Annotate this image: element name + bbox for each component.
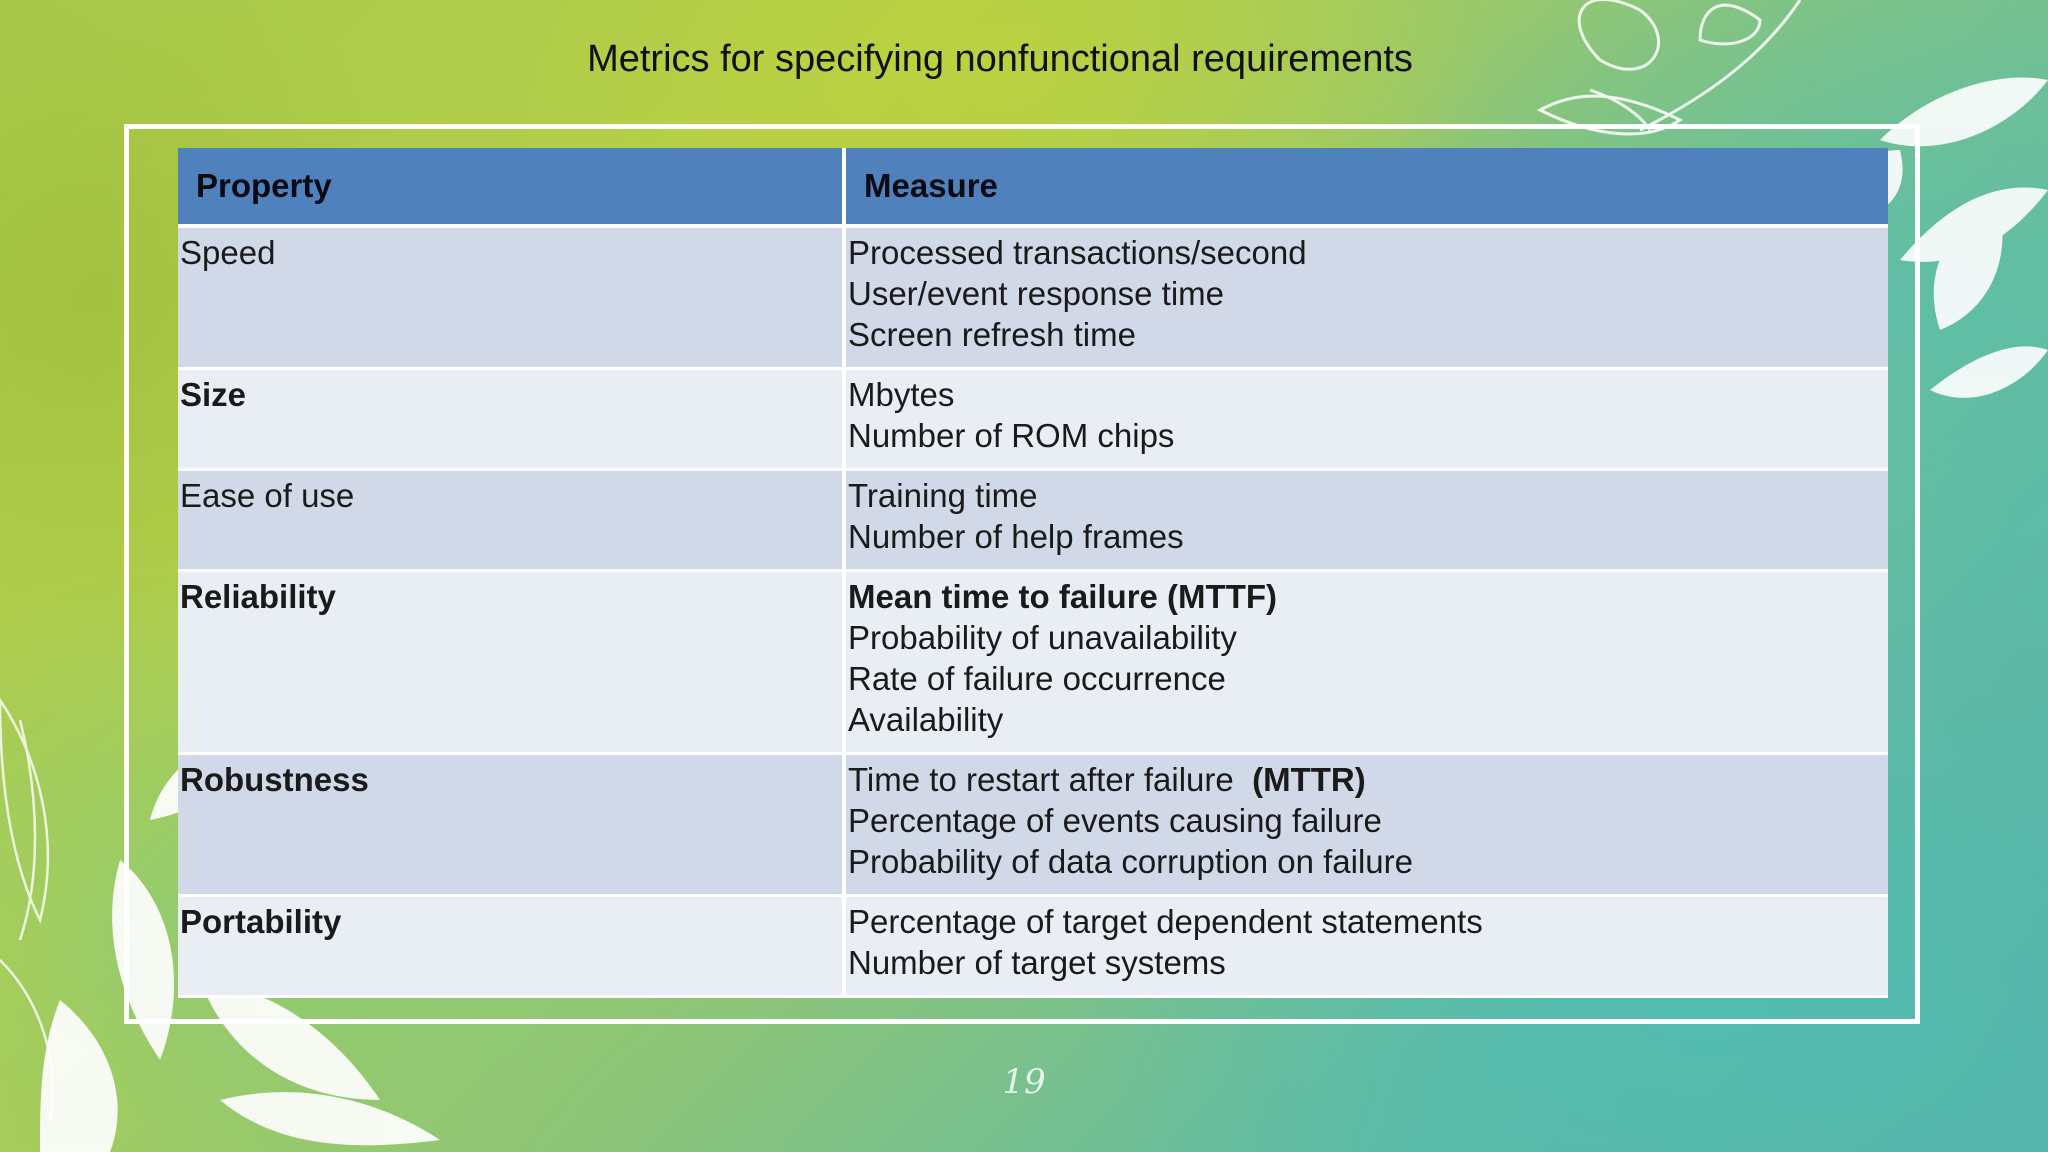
header-property: Property bbox=[178, 148, 846, 228]
slide-title: Metrics for specifying nonfunctional req… bbox=[587, 38, 1413, 80]
measure-item: Training time bbox=[848, 477, 1038, 514]
property-label: Size bbox=[180, 376, 247, 413]
measure-item: Number of ROM chips bbox=[848, 417, 1175, 454]
property-cell: Portability bbox=[178, 897, 846, 998]
measure-cell: Training time Number of help frames bbox=[846, 471, 1888, 572]
measure-item: User/event response time bbox=[848, 275, 1225, 312]
table-row: Speed Processed transactions/second User… bbox=[178, 228, 1888, 370]
table-row: Robustness Time to restart after failure… bbox=[178, 755, 1888, 897]
metrics-table-container: Property Measure Speed Processed transac… bbox=[178, 148, 1888, 998]
measure-text: Time to restart after failure bbox=[848, 761, 1234, 798]
property-label: Portability bbox=[180, 903, 342, 940]
measure-item: Mean time to failure (MTTF) bbox=[848, 578, 1277, 615]
property-cell: Speed bbox=[178, 228, 846, 370]
measure-item: Processed transactions/second bbox=[848, 234, 1307, 271]
measure-item: Mbytes bbox=[848, 376, 955, 413]
table-header-row: Property Measure bbox=[178, 148, 1888, 228]
measure-item: Availability bbox=[848, 701, 1004, 738]
property-cell: Robustness bbox=[178, 755, 846, 897]
table-row: Size Mbytes Number of ROM chips bbox=[178, 370, 1888, 471]
property-cell: Size bbox=[178, 370, 846, 471]
measure-cell: Time to restart after failure (MTTR) Per… bbox=[846, 755, 1888, 897]
measure-item: Probability of unavailability bbox=[848, 619, 1237, 656]
measure-cell: Mbytes Number of ROM chips bbox=[846, 370, 1888, 471]
white-frame bbox=[124, 124, 1920, 1024]
header-measure: Measure bbox=[846, 148, 1888, 228]
measure-item: Rate of failure occurrence bbox=[848, 660, 1226, 697]
property-cell: Ease of use bbox=[178, 471, 846, 572]
property-label: Speed bbox=[180, 234, 276, 271]
metrics-table: Property Measure Speed Processed transac… bbox=[178, 148, 1888, 998]
property-label: Robustness bbox=[180, 761, 369, 798]
measure-item: Screen refresh time bbox=[848, 316, 1136, 353]
mttr-abbrev: (MTTR) bbox=[1252, 761, 1366, 798]
measure-cell: Processed transactions/second User/event… bbox=[846, 228, 1888, 370]
table-row: Portability Percentage of target depende… bbox=[178, 897, 1888, 998]
measure-item: Probability of data corruption on failur… bbox=[848, 843, 1413, 880]
property-label: Reliability bbox=[180, 578, 336, 615]
measure-item: Number of target systems bbox=[848, 944, 1226, 981]
measure-cell: Percentage of target dependent statement… bbox=[846, 897, 1888, 998]
measure-item: Percentage of target dependent statement… bbox=[848, 903, 1483, 940]
measure-cell: Mean time to failure (MTTF) Probability … bbox=[846, 572, 1888, 755]
measure-item: Percentage of events causing failure bbox=[848, 802, 1382, 839]
property-label: Ease of use bbox=[180, 477, 355, 514]
measure-item: Time to restart after failure (MTTR) bbox=[848, 759, 1888, 800]
table-row: Ease of use Training time Number of help… bbox=[178, 471, 1888, 572]
property-cell: Reliability bbox=[178, 572, 846, 755]
table-row: Reliability Mean time to failure (MTTF) … bbox=[178, 572, 1888, 755]
measure-item: Number of help frames bbox=[848, 518, 1184, 555]
page-number: 19 bbox=[1002, 1062, 1046, 1102]
